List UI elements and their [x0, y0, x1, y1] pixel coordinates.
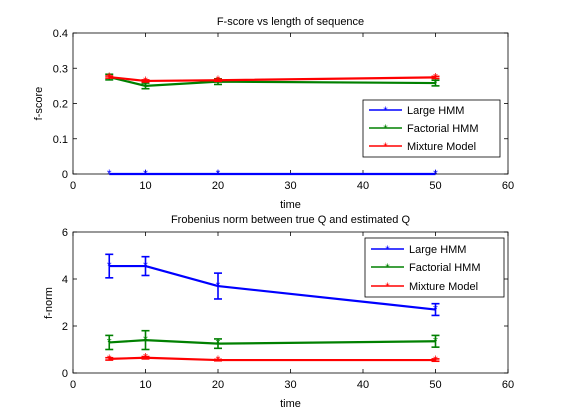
- chart-1-x-tick-label: 30: [284, 180, 296, 192]
- chart-2-series-mixture-model-point: *: [107, 352, 112, 366]
- chart-2-series-factorial-hmm-point: *: [107, 335, 112, 349]
- chart-2-x-axis-label: time: [280, 398, 301, 410]
- chart-1-legend-label-factorial-hmm: Factorial HMM: [407, 123, 479, 135]
- chart-1-series-large-hmm-point: *: [143, 167, 148, 181]
- chart-2-x-tick-label: 10: [139, 379, 151, 391]
- chart-1-series-large-hmm-point: *: [216, 167, 221, 181]
- chart-1-legend-entry-large-hmm: * Large HMM: [369, 105, 464, 117]
- chart-2-legend-marker: *: [385, 281, 390, 293]
- chart-1-series-factorial-hmm-point: *: [433, 76, 438, 90]
- chart-2-series-large-hmm-point: *: [143, 259, 148, 273]
- chart-2-series-factorial-hmm-point: *: [216, 337, 221, 351]
- chart-1-legend-label-mixture-model: Mixture Model: [407, 141, 476, 153]
- chart-1-title: F-score vs length of sequence: [217, 16, 364, 28]
- chart-1-legend-label-large-hmm: Large HMM: [407, 105, 464, 117]
- chart-2-legend-entry-mixture-model: * Mixture Model: [371, 281, 478, 293]
- chart-1-y-tick-label: 0.3: [53, 63, 68, 75]
- chart-1-y-tick-label: 0: [62, 169, 68, 181]
- chart-1-legend-marker: *: [383, 105, 388, 117]
- chart-1-x-tick-label: 20: [212, 180, 224, 192]
- chart-1-legend-marker: *: [383, 141, 388, 153]
- chart-2-series-factorial-hmm-point: *: [433, 334, 438, 348]
- chart-2-series-large-hmm-point: *: [433, 303, 438, 317]
- chart-1-series-mixture-model-point: *: [433, 70, 438, 84]
- chart-2-x-tick-label: 0: [70, 379, 76, 391]
- chart-1-y-tick-label: 0.4: [53, 28, 68, 40]
- chart-1-x-tick-label: 60: [502, 180, 514, 192]
- chart-2-series-mixture-model-point: *: [216, 353, 221, 367]
- chart-1-series-large-hmm: * * * *: [107, 167, 438, 181]
- chart-2-legend-label-large-hmm: Large HMM: [409, 244, 466, 256]
- chart-1-y-tick-label: 0.2: [53, 99, 68, 111]
- chart-1-series-mixture-model: * * * *: [105, 70, 440, 88]
- chart-2-y-axis-label: f-norm: [43, 287, 55, 319]
- chart-1-x-tick-label: 0: [70, 180, 76, 192]
- chart-2-x-tick-label: 60: [502, 379, 514, 391]
- chart-1-series-large-hmm-point: *: [433, 167, 438, 181]
- chart-2-legend-entry-large-hmm: * Large HMM: [371, 244, 466, 256]
- chart-1-series-factorial-hmm-point: *: [143, 79, 148, 93]
- chart-1-x-tick-label: 50: [429, 180, 441, 192]
- chart-2-x-tick-label: 50: [429, 379, 441, 391]
- chart-2-legend-entry-factorial-hmm: * Factorial HMM: [371, 262, 481, 274]
- chart-2-x-tick-label: 30: [284, 379, 296, 391]
- chart-1-series-mixture-model-point: *: [107, 70, 112, 84]
- chart-2-series-factorial-hmm: * * * *: [105, 329, 440, 351]
- chart-2-legend-marker: *: [385, 262, 390, 274]
- chart-1-legend-entry-factorial-hmm: * Factorial HMM: [369, 123, 479, 135]
- chart-1-x-tick-label: 10: [139, 180, 151, 192]
- chart-1-y-axis-label: f-score: [33, 87, 45, 121]
- chart-2-legend-label-factorial-hmm: Factorial HMM: [409, 262, 481, 274]
- chart-2-x-tick-label: 40: [357, 379, 369, 391]
- chart-1-y-tick-label: 0.1: [53, 134, 68, 146]
- chart-2-x-tick-label: 20: [212, 379, 224, 391]
- chart-1-legend-entry-mixture-model: * Mixture Model: [369, 141, 476, 153]
- chart-2-y-tick-label: 0: [62, 368, 68, 380]
- chart-2-legend-label-mixture-model: Mixture Model: [409, 281, 478, 293]
- chart-2-series-mixture-model-line: [109, 356, 436, 362]
- chart-1-series-mixture-model-point: *: [216, 73, 221, 87]
- chart-1-series-mixture-model-point: *: [143, 74, 148, 88]
- chart-1-x-tick-label: 40: [357, 180, 369, 192]
- chart-2-series-mixture-model: * * * *: [105, 351, 440, 367]
- chart-2-series-factorial-hmm-point: *: [143, 333, 148, 347]
- chart-2-legend-marker: *: [385, 244, 390, 256]
- chart-2-plot-area: 0 10 20 30 40 50 60 0 2 4 6 * * * * * * * * * * * *: [62, 227, 514, 391]
- chart-2-y-tick-label: 4: [62, 274, 68, 286]
- chart-1-series-mixture-model-line: [109, 75, 436, 83]
- chart-1-x-axis-label: time: [280, 199, 301, 211]
- chart-2-series-factorial-hmm-line: [109, 339, 436, 345]
- chart-2-series-large-hmm-point: *: [216, 279, 221, 293]
- chart-2-series-mixture-model-point: *: [143, 351, 148, 365]
- chart-1-legend-marker: *: [383, 123, 388, 135]
- chart-2-series-mixture-model-point: *: [433, 353, 438, 367]
- chart-2-series-large-hmm-line: [109, 264, 436, 311]
- chart-2-series-large-hmm-point: *: [107, 259, 112, 273]
- chart-2-title: Frobenius norm between true Q and estima…: [171, 214, 411, 226]
- chart-2-y-tick-label: 2: [62, 321, 68, 333]
- chart-2-legend: * Large HMM * Factorial HMM * Mixture Mo…: [364, 237, 505, 298]
- chart-1-legend: * Large HMM * Factorial HMM * Mixture Mo…: [362, 99, 501, 158]
- chart-1-series-factorial-hmm-line: [108, 75, 436, 87]
- chart-1: F-score vs length of sequence 0 10 20 30 40 5…: [33, 16, 514, 211]
- chart-2: Frobenius norm between true Q and estima…: [43, 214, 514, 410]
- chart-2-series-large-hmm: * * * *: [105, 253, 440, 317]
- chart-1-series-large-hmm-point: *: [107, 167, 112, 181]
- chart-2-y-tick-label: 6: [62, 227, 68, 239]
